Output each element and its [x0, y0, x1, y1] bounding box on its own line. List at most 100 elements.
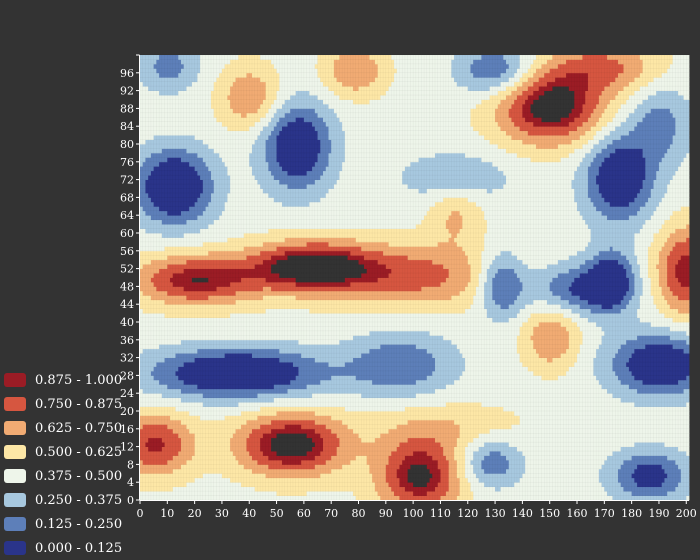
heatmap-cell-run: [445, 384, 602, 390]
heatmap-cell-run: [465, 366, 529, 372]
heatmap-cell-run: [448, 273, 471, 278]
legend-item: 0.500 - 0.625: [4, 440, 134, 464]
heatmap-cell-run: [617, 259, 630, 265]
heatmap-cell-run: [536, 55, 553, 60]
heatmap-cell-run: [664, 468, 682, 474]
heatmap-cell-run: [667, 491, 690, 496]
heatmap-cell-run: [186, 424, 242, 430]
heatmap-cell-run: [140, 348, 144, 354]
heatmap-cell-run: [140, 72, 160, 78]
heatmap-cell-run: [380, 495, 400, 501]
heatmap-cell-run: [323, 437, 340, 443]
heatmap-cell-run: [211, 95, 228, 100]
heatmap-cell-run: [500, 81, 515, 87]
heatmap-cell-run: [213, 81, 234, 87]
heatmap-cell-run: [276, 157, 318, 163]
heatmap-cell-run: [276, 451, 308, 456]
heatmap-cell-run: [161, 446, 182, 452]
heatmap-cell-run: [525, 99, 534, 105]
heatmap-cell-run: [637, 464, 663, 470]
heatmap-cell-run: [434, 201, 477, 207]
heatmap-cell-run: [522, 139, 572, 145]
heatmap-cell-run: [178, 375, 297, 381]
heatmap-cell-run: [645, 166, 660, 172]
heatmap-cell-run: [593, 357, 613, 363]
heatmap-cell-run: [604, 330, 687, 336]
heatmap-cell-run: [194, 442, 231, 447]
heatmap-cell-run: [653, 295, 665, 301]
heatmap-cell-run: [140, 161, 144, 167]
heatmap-cell-run: [246, 437, 261, 443]
heatmap-cell-run: [617, 477, 635, 483]
heatmap-cell-run: [265, 86, 280, 91]
heatmap-cell-run: [473, 491, 608, 496]
heatmap-cell-run: [268, 161, 280, 167]
heatmap-cell-run: [140, 237, 228, 243]
heatmap-cell-run: [590, 197, 605, 203]
heatmap-cell-run: [642, 286, 652, 292]
heatmap-cell-run: [546, 59, 567, 65]
heatmap-cell-run: [623, 486, 676, 492]
heatmap-cell-run: [634, 290, 643, 296]
heatmap-cell-run: [481, 464, 510, 470]
heatmap-cell-run: [230, 188, 264, 194]
heatmap-cell-run: [577, 206, 597, 212]
heatmap-cell-run: [530, 103, 575, 109]
heatmap-cell-run: [574, 103, 583, 109]
heatmap-cell-run: [609, 99, 627, 105]
heatmap-cell-run: [609, 81, 630, 87]
heatmap-cell-run: [396, 446, 444, 452]
heatmap-cell-run: [664, 192, 690, 198]
heatmap-cell-run: [470, 268, 482, 274]
heatmap-cell-run: [314, 161, 329, 167]
heatmap-cell-run: [426, 375, 460, 381]
heatmap-cell-run: [178, 451, 196, 456]
heatmap-cell-run: [536, 348, 567, 354]
heatmap-cell-run: [661, 482, 679, 488]
heatmap-cell-run: [202, 179, 215, 185]
heatmap-cell-run: [224, 161, 250, 167]
heatmap-cell-run: [140, 170, 152, 176]
heatmap-cell-run: [260, 250, 286, 256]
heatmap-cell-run: [615, 353, 633, 358]
heatmap-cell-run: [369, 55, 392, 60]
heatmap-cell-run: [672, 210, 690, 216]
heatmap-cell-run: [637, 192, 652, 198]
legend-swatch: [4, 469, 26, 483]
heatmap-cell-run: [628, 112, 646, 118]
heatmap-cell-run: [282, 201, 310, 207]
heatmap-cell-run: [276, 95, 291, 100]
heatmap-cell-run: [577, 126, 592, 132]
heatmap-cell-run: [582, 103, 597, 109]
y-tick-label: 80: [120, 138, 134, 151]
heatmap-cell-run: [508, 464, 526, 470]
heatmap-cell-run: [667, 268, 676, 274]
heatmap-cell-run: [686, 339, 690, 345]
heatmap-cell-run: [172, 273, 280, 278]
heatmap-cell-run: [140, 228, 146, 234]
heatmap-cell-run: [153, 135, 196, 140]
heatmap-cell-run: [216, 286, 264, 292]
y-tick-label: 12: [120, 441, 134, 454]
heatmap-cell-run: [148, 437, 163, 443]
heatmap-cell-run: [634, 468, 665, 474]
heatmap-cell-run: [243, 464, 269, 470]
heatmap-cell-run: [560, 304, 581, 310]
legend-label: 0.000 - 0.125: [35, 540, 123, 556]
heatmap-cell-run: [642, 152, 665, 158]
legend-swatch: [4, 421, 26, 435]
heatmap-cell-run: [585, 152, 597, 158]
heatmap-cell-run: [306, 384, 447, 390]
heatmap-cell-run: [331, 455, 357, 461]
heatmap-cell-run: [448, 215, 463, 221]
heatmap-cell-run: [604, 197, 635, 203]
heatmap-cell-run: [249, 126, 264, 132]
heatmap-cell-run: [257, 135, 269, 140]
heatmap-cell-run: [344, 406, 406, 412]
heatmap-cell-run: [612, 451, 687, 456]
heatmap-cell-run: [664, 152, 687, 158]
heatmap-cell-run: [574, 197, 592, 203]
heatmap-cell-run: [178, 90, 212, 96]
heatmap-cell-run: [628, 277, 635, 283]
heatmap-cell-run: [500, 451, 523, 456]
